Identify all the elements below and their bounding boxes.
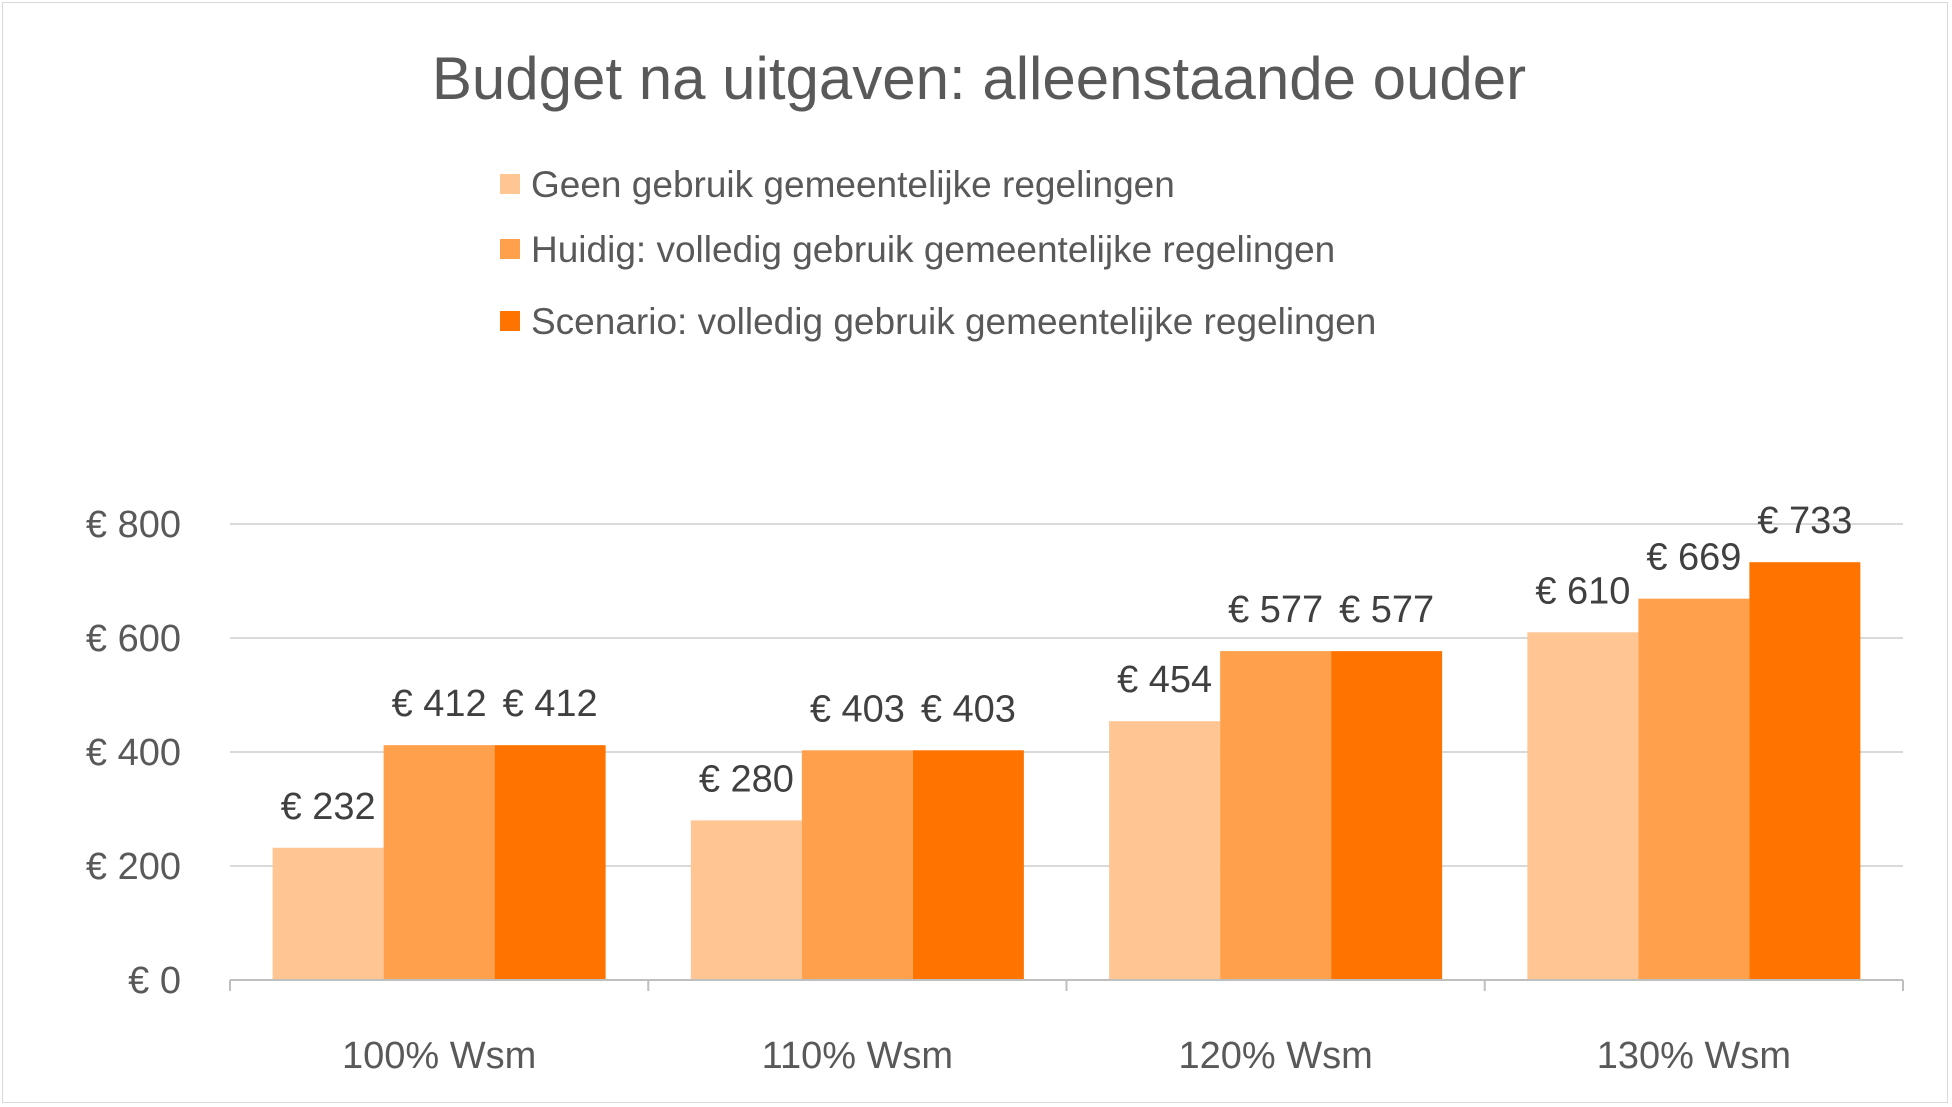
legend-label-3: Scenario: volledig gebruik gemeentelijke… — [531, 301, 1376, 342]
bar-2 — [383, 745, 495, 980]
y-tick-label: € 600 — [86, 618, 181, 660]
x-tick-label: 120% Wsm — [1178, 1035, 1372, 1077]
bar-2 — [801, 750, 913, 980]
x-tick-label: 130% Wsm — [1597, 1035, 1791, 1077]
data-label: € 403 — [921, 688, 1016, 730]
bar-1 — [272, 847, 384, 980]
y-tick-label: € 200 — [86, 846, 181, 888]
x-tick-label: 100% Wsm — [342, 1035, 536, 1077]
y-tick-label: € 400 — [86, 732, 181, 774]
bar-1 — [1527, 632, 1639, 980]
bar-3 — [912, 750, 1024, 980]
data-label: € 412 — [392, 683, 487, 725]
x-tick-label: 110% Wsm — [762, 1035, 953, 1077]
x-axis: 100% Wsm 110% Wsm 120% Wsm 130% Wsm — [229, 979, 1904, 1077]
data-label: € 577 — [1339, 589, 1434, 631]
y-axis-ticks: € 0 € 200 € 400 € 600 € 800 — [86, 504, 181, 1002]
chart-title: Budget na uitgaven: alleenstaande ouder — [432, 45, 1526, 112]
bar-chart: Budget na uitgaven: alleenstaande ouder … — [86, 45, 1904, 1077]
data-label: € 403 — [810, 688, 905, 730]
data-label: € 733 — [1757, 500, 1852, 542]
data-label: € 454 — [1117, 659, 1212, 701]
data-label: € 669 — [1646, 537, 1741, 579]
legend-swatch-1 — [500, 174, 520, 194]
bar-2 — [1638, 598, 1750, 980]
data-label: € 412 — [503, 683, 598, 725]
bar-3 — [494, 745, 606, 980]
bar-2 — [1220, 651, 1332, 980]
data-label: € 577 — [1228, 589, 1323, 631]
chart-bars — [272, 562, 1861, 980]
legend-label-2: Huidig: volledig gebruik gemeentelijke r… — [531, 229, 1335, 270]
bar-3 — [1331, 651, 1443, 980]
chart-data-labels: € 232 € 412 € 412 € 280 € 403 € 403 € 454 € 577… — [281, 500, 1853, 828]
legend-swatch-3 — [500, 311, 520, 331]
chart-legend: Geen gebruik gemeentelijke regelingen Hui… — [500, 164, 1376, 342]
bar-3 — [1749, 562, 1861, 980]
bar-1 — [690, 820, 802, 980]
bar-1 — [1109, 721, 1221, 980]
y-tick-label: € 0 — [128, 960, 181, 1002]
data-label: € 280 — [699, 758, 794, 800]
legend-label-1: Geen gebruik gemeentelijke regelingen — [531, 164, 1175, 205]
legend-swatch-2 — [500, 239, 520, 259]
data-label: € 232 — [281, 786, 376, 828]
y-tick-label: € 800 — [86, 504, 181, 546]
data-label: € 610 — [1535, 570, 1630, 612]
